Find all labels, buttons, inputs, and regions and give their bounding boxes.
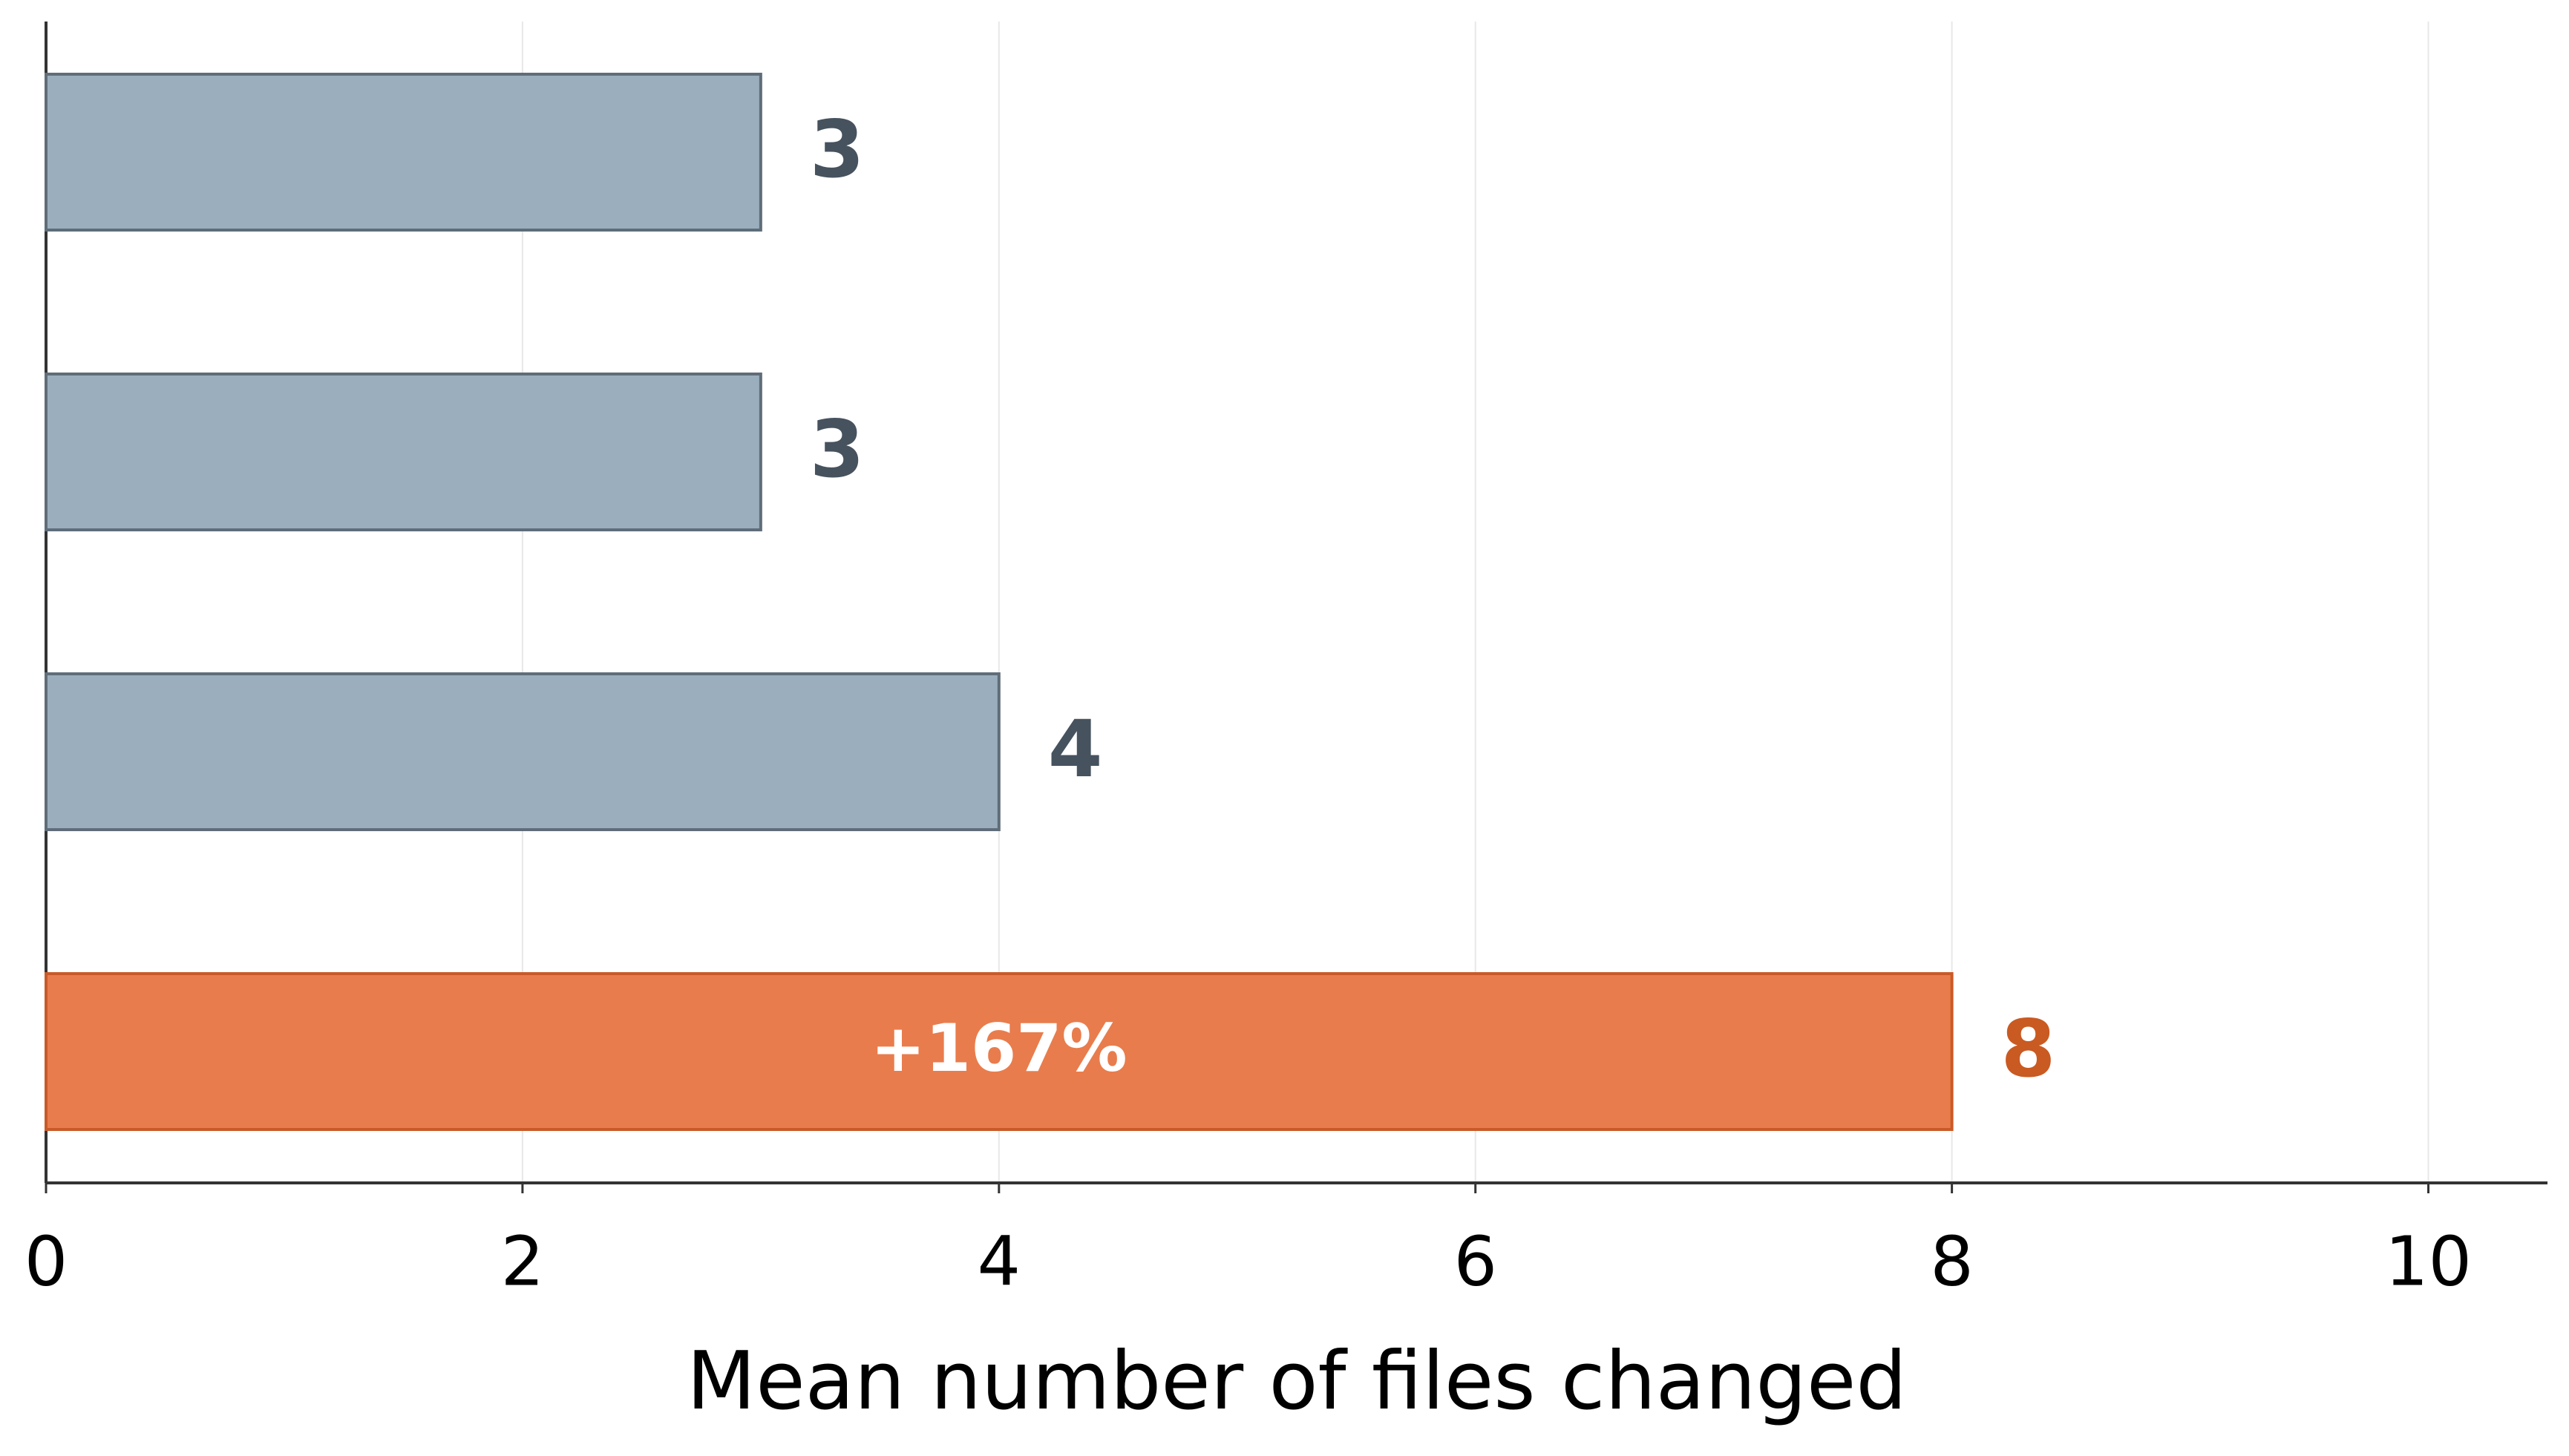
x-tick-label: 8 [1930,1221,1974,1301]
bar [45,672,1001,831]
x-tick-label: 10 [2385,1221,2472,1301]
value-label: 3 [810,104,865,195]
x-tick-label: 4 [978,1221,1021,1301]
x-tick-label: 6 [1453,1221,1497,1301]
value-label: 8 [2001,1003,2056,1095]
bar [45,373,762,531]
x-axis-label: Mean number of files changed [687,1335,1907,1428]
bar [45,73,762,232]
x-tick-label: 0 [24,1221,68,1301]
x-tick-label: 2 [501,1221,545,1301]
bar [45,972,1954,1131]
value-label: 3 [810,404,865,495]
annotation: +167% [871,1010,1128,1086]
value-label: 4 [1048,704,1103,795]
